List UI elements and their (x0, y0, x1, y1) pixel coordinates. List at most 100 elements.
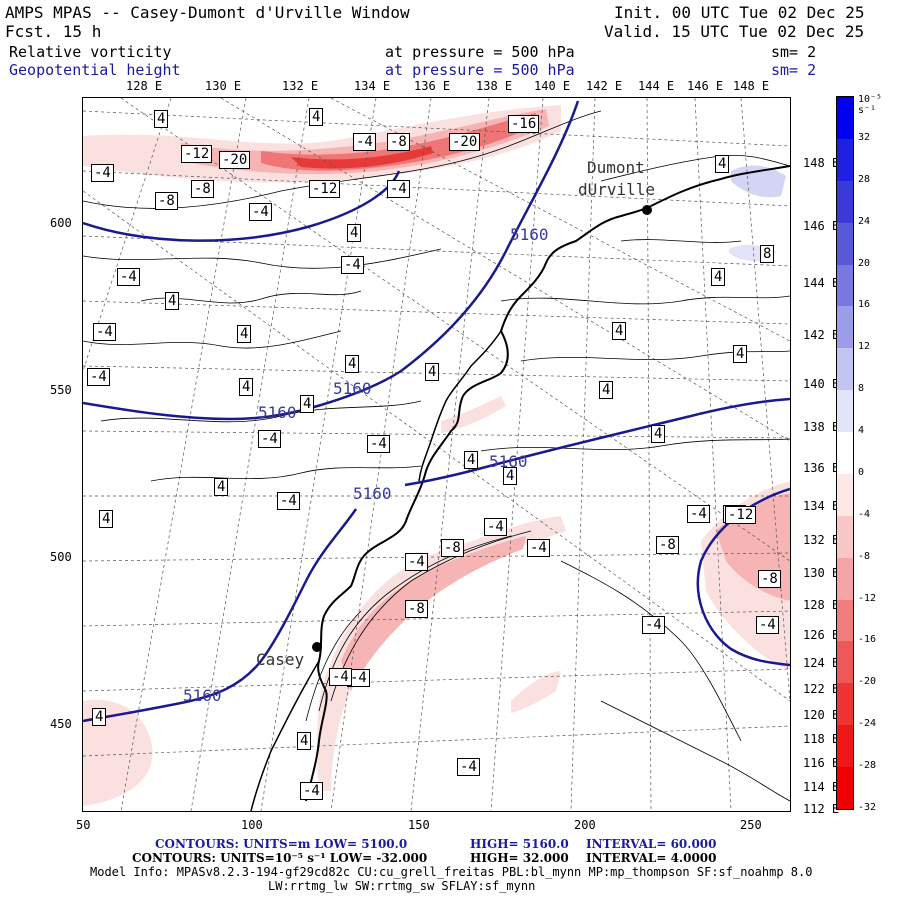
colorbar-label: -20 (858, 676, 877, 688)
footer-vort-contours: CONTOURS: UNITS=10⁻⁵ s⁻¹ LOW= -32.000 (132, 851, 428, 865)
vort-label: -4 (347, 669, 370, 687)
vort-label: -4 (642, 616, 665, 634)
colorbar-label: 16 (858, 299, 871, 311)
lon-right-label: 140 E (803, 377, 840, 391)
vort-label: 4 (599, 381, 614, 399)
init-time: Init. 00 UTC Tue 02 Dec 25 (614, 3, 865, 22)
colorbar-label: -12 (858, 592, 877, 604)
colorbar-segment (837, 138, 853, 182)
lon-right-label: 130 E (803, 566, 840, 580)
lon-right-label: 118 E (803, 732, 840, 746)
vort-label: -4 (353, 133, 376, 151)
colorbar-segment (837, 306, 853, 349)
vort-label: -4 (93, 323, 116, 341)
vort-label: 4 (165, 292, 180, 310)
colorbar-segment (837, 557, 853, 601)
colorbar-segment (837, 390, 853, 433)
footer-height-contours: CONTOURS: UNITS=m LOW= 5100.0 (155, 837, 408, 851)
colorbar-segment (837, 180, 853, 224)
footer-model-info: Model Info: MPASv8.2.3-194-gf29cd82c CU:… (90, 865, 813, 879)
vort-label: -12 (309, 180, 341, 198)
colorbar-label: 4 (858, 425, 865, 437)
vort-label: -4 (341, 256, 364, 274)
colorbar-label: -28 (858, 760, 877, 772)
vort-label: -20 (219, 151, 251, 169)
valid-time: Valid. 15 UTC Tue 02 Dec 25 (604, 22, 865, 41)
vort-label: -20 (449, 133, 481, 151)
field2-level: at pressure = 500 hPa (385, 61, 575, 79)
y-tick-label: 550 (50, 383, 72, 397)
vort-label: -4 (387, 180, 410, 198)
lon-label: 136 E (414, 79, 451, 93)
lon-label: 134 E (354, 79, 391, 93)
station-label-dumont: Dumont (587, 158, 645, 177)
vort-label: 8 (760, 245, 775, 263)
colorbar-segment (837, 599, 853, 642)
lon-right-label: 146 E (803, 219, 840, 233)
height-label: 5160 (353, 484, 392, 503)
lon-right-label: 144 E (803, 276, 840, 290)
vort-label: -12 (725, 506, 757, 524)
footer-vort-high: HIGH= 32.000 (470, 851, 569, 865)
station-label-durville: dUrville (578, 180, 656, 199)
vort-label: -8 (441, 539, 464, 557)
y-tick-label: 600 (50, 216, 72, 230)
vort-label: 4 (651, 425, 666, 443)
colorbar-label: 8 (858, 383, 865, 395)
vort-label: -4 (527, 539, 550, 557)
vort-label: -4 (117, 268, 140, 286)
colorbar-segment (837, 515, 853, 559)
height-label: 5160 (333, 379, 372, 398)
y-tick-label: 500 (50, 550, 72, 564)
lon-right-label: 142 E (803, 328, 840, 342)
vort-label: -8 (656, 536, 679, 554)
colorbar-segment (837, 725, 853, 768)
lon-label: 146 E (687, 79, 724, 93)
coastline (305, 205, 652, 802)
lon-right-label: 132 E (803, 533, 840, 547)
lon-right-label: 114 E (803, 780, 840, 794)
field2-name: Geopotential height (9, 61, 181, 79)
lat-lon-grid (83, 98, 790, 811)
vort-label: -4 (329, 668, 352, 686)
vort-label: 4 (345, 355, 360, 373)
field1-level: at pressure = 500 hPa (385, 43, 575, 61)
vort-label: 4 (425, 363, 440, 381)
colorbar-segment (837, 473, 853, 517)
footer-height-interval: INTERVAL= 60.000 (586, 837, 717, 851)
y-tick-label: 450 (50, 717, 72, 731)
lon-label: 144 E (638, 79, 675, 93)
lon-label: 138 E (476, 79, 513, 93)
vort-label: 4 (733, 345, 748, 363)
coastline-east (650, 165, 790, 207)
vort-label: -12 (181, 145, 213, 163)
height-label: 5160 (183, 686, 222, 705)
lon-label: 132 E (282, 79, 319, 93)
colorbar-label: 12 (858, 341, 871, 353)
colorbar-segment (837, 683, 853, 726)
colorbar-label: 28 (858, 173, 871, 185)
vort-label: -4 (91, 164, 114, 182)
vort-label: -8 (191, 180, 214, 198)
map-plot: Dumont dUrville Casey 5160 5160 5160 516… (82, 97, 791, 812)
vort-label: 4 (503, 467, 518, 485)
colorbar-segment (837, 222, 853, 266)
colorbar-label: 0 (858, 466, 865, 478)
vort-label: -16 (508, 115, 540, 133)
vort-label: -4 (367, 435, 390, 453)
map-svg (83, 98, 790, 811)
lon-label: 148 E (733, 79, 770, 93)
field2-smoothing: sm= 2 (771, 61, 817, 79)
plot-title: AMPS MPAS -- Casey-Dumont d'Urville Wind… (5, 3, 410, 22)
vort-label: -4 (484, 518, 507, 536)
footer-vort-interval: INTERVAL= 4.0000 (586, 851, 717, 865)
x-tick-label: 250 (740, 818, 762, 832)
vort-label: -4 (87, 368, 110, 386)
colorbar-label: -16 (858, 634, 877, 646)
vort-label: -8 (155, 192, 178, 210)
vort-label: -4 (277, 492, 300, 510)
lon-right-label: 136 E (803, 461, 840, 475)
footer-height-high: HIGH= 5160.0 (470, 837, 569, 851)
lon-label: 128 E (126, 79, 163, 93)
vort-label: -8 (387, 133, 410, 151)
